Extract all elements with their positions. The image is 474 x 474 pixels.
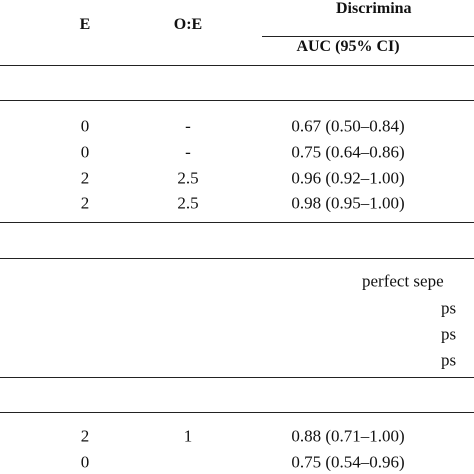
rule (0, 412, 474, 413)
rule (0, 100, 474, 101)
cell: 0 (80, 142, 90, 162)
rule (0, 258, 474, 259)
cell: 2 (80, 168, 90, 188)
header-cell: E (79, 16, 91, 33)
cell: ps (441, 350, 457, 370)
cell: ps (441, 298, 457, 318)
cell: 0.67 (0.50–0.84) (291, 116, 405, 136)
cell: 2 (80, 193, 90, 213)
cell: 0.96 (0.92–1.00) (291, 168, 405, 188)
cell: 2 (80, 426, 90, 446)
rule (0, 377, 474, 378)
cell: 1 (183, 426, 193, 446)
cell: 0 (80, 116, 90, 136)
rule (0, 65, 474, 66)
rule (0, 222, 474, 223)
cell: 0.88 (0.71–1.00) (291, 426, 405, 446)
cell: 0.75 (0.54–0.96) (291, 452, 405, 472)
rule (262, 36, 474, 37)
cell: perfect sepe (362, 271, 444, 291)
cell: 0.75 (0.64–0.86) (291, 142, 405, 162)
cell: ps (441, 324, 457, 344)
cell: 2.5 (177, 193, 199, 213)
header-cell: Discrimina (336, 0, 412, 17)
cell: - (185, 116, 191, 136)
cell: 2.5 (177, 168, 199, 188)
cell: 0 (80, 452, 90, 472)
cell: - (185, 142, 191, 162)
header-cell: O:E (173, 16, 203, 33)
cell: 0.98 (0.95–1.00) (291, 193, 405, 213)
header-cell: AUC (95% CI) (296, 38, 400, 55)
